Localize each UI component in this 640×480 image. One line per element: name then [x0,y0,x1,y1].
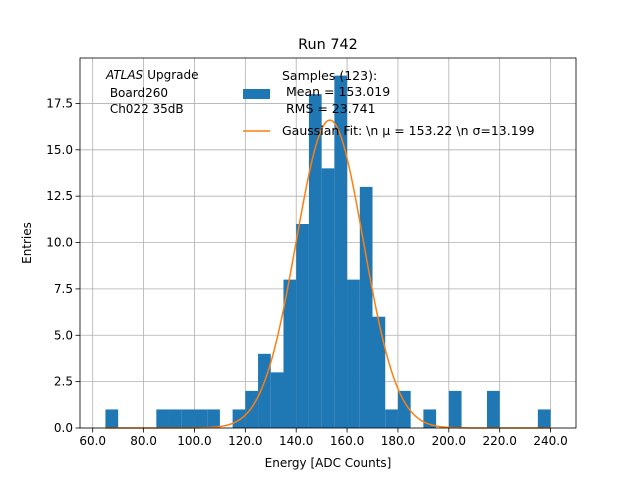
chart-title: Run 742 [298,37,358,53]
y-tick-label: 7.5 [54,282,73,296]
x-tick-label: 240.0 [533,434,567,448]
histogram-bar [385,409,398,428]
histogram-bar [359,186,373,428]
histogram-bar [486,390,500,428]
histogram-bar [270,372,284,428]
y-tick-label: 2.5 [54,375,73,389]
histogram-bar [347,279,360,428]
histogram-bar [334,75,348,428]
x-tick-label: 200.0 [432,434,466,448]
legend-histogram-label-3: RMS = 23.741 [282,101,376,116]
x-tick-label: 220.0 [483,434,517,448]
legend-fit-label: Gaussian Fit: \n μ = 153.22 \n σ=13.199 [282,123,535,138]
y-tick-label: 17.5 [46,96,73,110]
x-axis-label: Energy [ADC Counts] [265,456,392,470]
histogram-bar [181,409,195,428]
x-tick-label: 80.0 [130,434,157,448]
x-tick-label: 140.0 [279,434,313,448]
legend-histogram-swatch [243,89,270,99]
x-tick-label: 160.0 [330,434,364,448]
y-tick-label: 0.0 [54,421,73,435]
histogram-bar [207,409,220,428]
y-tick-label: 12.5 [46,189,73,203]
histogram-bar [448,390,462,428]
y-tick-label: 5.0 [54,328,73,342]
histogram-bar [308,94,322,429]
histogram-bar [169,409,182,428]
y-axis-ticks: 0.0 2.5 5.0 7.5 10.0 12.5 15.0 17.5 [46,96,80,435]
histogram-bar [105,409,119,428]
plot-frame [79,57,577,429]
y-axis-label: Entries [20,222,34,264]
histogram-bar [397,390,411,428]
annotation-line-2: Board260 [106,86,168,100]
annotation: ATLAS Upgrade Board260 Ch022 35dB [105,68,199,116]
annotation-text: Upgrade [147,68,198,82]
histogram-bar [232,409,246,428]
y-tick-label: 15.0 [46,143,73,157]
histogram-bar [245,390,259,428]
annotation-line-3: Ch022 35dB [106,102,184,116]
legend: Samples (123): Mean = 153.019 RMS = 23.7… [243,68,535,138]
annotation-italic: ATLAS [105,68,144,82]
x-tick-label: 120.0 [228,434,262,448]
histogram-bar [194,409,208,428]
histogram-bar [283,279,297,428]
histogram-bar [156,409,170,428]
y-tick-label: 10.0 [46,236,73,250]
x-tick-label: 60.0 [79,434,106,448]
legend-histogram-label-2: Mean = 153.019 [282,84,390,99]
histogram-bar [321,168,335,428]
annotation-line-1: ATLAS Upgrade [105,68,199,82]
histogram-bar [372,316,386,428]
histogram-bar [296,223,309,428]
histogram-bar [537,409,551,428]
histogram-bars [105,75,551,429]
x-axis-ticks: 60.0 80.0 100.0 120.0 140.0 160.0 180.0 200.0 22… [79,428,568,448]
x-tick-label: 100.0 [177,434,211,448]
x-tick-label: 180.0 [381,434,415,448]
legend-histogram-label-1: Samples (123): [282,68,377,83]
